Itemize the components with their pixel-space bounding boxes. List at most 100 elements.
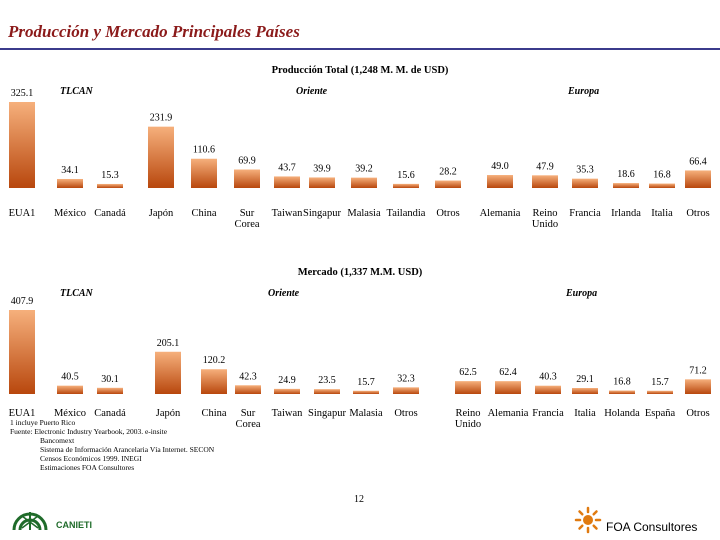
chart-2-bar: [235, 385, 261, 394]
chart-1-bar: [685, 170, 711, 188]
chart-2-title: Mercado (1,337 M.M. USD): [297, 267, 423, 278]
footnote-line: Estimaciones FOA Consultores: [40, 463, 135, 472]
chart-1-category-label: China: [191, 208, 216, 219]
chart-1-bar: [435, 180, 461, 188]
chart-1-region-europa: Europa: [568, 86, 600, 97]
chart-2-value-label: 29.1: [576, 374, 594, 385]
footnote-line: Fuente: Electronic Industry Yearbook, 20…: [10, 427, 168, 436]
chart-1-category-label: Tailandia: [387, 208, 426, 219]
chart-1-category-label: Irlanda: [611, 208, 641, 219]
chart-2-category-label: Francia: [532, 408, 564, 419]
chart-2-category-label: Canadá: [94, 408, 126, 419]
chart-2-bar: [455, 381, 481, 394]
chart-2-bar: [155, 351, 181, 394]
chart-2-category-label: EUA1: [9, 408, 36, 419]
chart-1-bar: [649, 183, 675, 188]
chart-2-category-label: China: [201, 408, 226, 419]
chart-1-category-label: Francia: [569, 208, 601, 219]
chart-1-bar: [234, 169, 260, 188]
chart-2-category-label: México: [54, 408, 86, 419]
chart-2-bar: [201, 369, 227, 394]
chart-1-bar: [572, 178, 598, 188]
chart-1-bar: [309, 177, 335, 188]
chart-2-region-tlcan: TLCAN: [60, 288, 93, 299]
chart-2-category-label: Malasia: [349, 408, 383, 419]
chart-1-value-label: 49.0: [491, 161, 509, 172]
chart-2-bar: [647, 390, 673, 394]
chart-1-bar: [97, 183, 123, 188]
footnote-line: 1 incluye Puerto Rico: [10, 418, 76, 427]
chart-1-value-label: 18.6: [617, 169, 635, 180]
chart-1-bar: [191, 158, 217, 188]
chart-1-value-label: 28.2: [439, 167, 457, 178]
chart-1-bar: [148, 126, 174, 188]
chart-2-category-label: Singapur: [308, 408, 346, 419]
title-divider: [0, 48, 720, 50]
chart-2-value-label: 15.7: [357, 377, 375, 388]
chart-2-bar: [609, 390, 635, 394]
footnote-line: Bancomext: [40, 436, 75, 445]
chart-1-bar: [393, 183, 419, 188]
chart-2-category-label: Reino Unido: [455, 408, 481, 430]
chart-2-bar: [495, 381, 521, 394]
chart-1-value-label: 43.7: [278, 162, 296, 173]
chart-2-bar: [572, 388, 598, 394]
chart-2-value-label: 23.5: [318, 375, 336, 386]
chart-1-value-label: 35.3: [576, 165, 594, 176]
chart-1-value-label: 15.3: [101, 170, 119, 181]
chart-1-value-label: 15.6: [397, 170, 415, 181]
chart-2-value-label: 40.3: [539, 372, 557, 383]
chart-1-category-label: México: [54, 208, 86, 219]
canieti-logo-icon: [12, 512, 48, 531]
foa-logo-text: FOA Consultores: [606, 520, 698, 534]
canieti-logo-text: CANIETI: [56, 520, 92, 530]
chart-1-category-label: Otros: [686, 208, 709, 219]
chart-1-category-label: Italia: [651, 208, 673, 219]
chart-1-value-label: 325.1: [11, 88, 34, 99]
chart-2-region-europa: Europa: [566, 288, 598, 299]
chart-2-value-label: 32.3: [397, 373, 415, 384]
chart-2-category-label: Otros: [686, 408, 709, 419]
chart-1-category-label: Otros: [436, 208, 459, 219]
chart-2-value-label: 407.9: [11, 296, 34, 307]
chart-2-value-label: 16.8: [613, 377, 631, 388]
chart-2-value-label: 40.5: [61, 372, 79, 383]
chart-2-category-label: Otros: [394, 408, 417, 419]
chart-2-bar: [57, 385, 83, 394]
chart-2-bar: [97, 387, 123, 394]
chart-1-category-label: Malasia: [347, 208, 381, 219]
chart-2-category-label: Taiwan: [272, 408, 304, 419]
chart-2-category-label: España: [645, 408, 676, 419]
chart-2-value-label: 205.1: [157, 338, 180, 349]
chart-1-value-label: 231.9: [150, 113, 173, 124]
chart-2-value-label: 24.9: [278, 375, 296, 386]
chart-1-category-label: Alemania: [480, 208, 521, 219]
footnote-line: Censos Económicos 1999. INEGI: [40, 454, 142, 463]
page-number: 12: [354, 494, 364, 505]
chart-1-category-label: Sur Corea: [234, 208, 259, 230]
chart-2-bar: [274, 388, 300, 394]
chart-1-region-tlcan: TLCAN: [60, 86, 93, 97]
chart-1-bar: [613, 183, 639, 188]
chart-2-category-label: Italia: [574, 408, 596, 419]
chart-1-category-label: Canadá: [94, 208, 126, 219]
chart-1-category-label: Taiwan: [272, 208, 304, 219]
chart-2-value-label: 30.1: [101, 374, 119, 385]
page-title: Producción y Mercado Principales Países: [8, 22, 300, 41]
chart-1-bar: [9, 102, 35, 188]
footnotes: 1 incluye Puerto Rico Fuente: Electronic …: [10, 418, 214, 472]
chart-1-value-label: 66.4: [689, 156, 707, 167]
chart-2-bar: [353, 390, 379, 394]
chart-2-value-label: 42.3: [239, 371, 257, 382]
chart-1-value-label: 16.8: [653, 170, 671, 181]
chart-1-category-label: Japón: [149, 208, 174, 219]
chart-1-title: Producción Total (1,248 M. M. de USD): [271, 65, 449, 76]
chart-1-category-label: EUA1: [9, 208, 36, 219]
chart-1-value-label: 34.1: [61, 165, 79, 176]
chart-1-bar: [487, 175, 513, 188]
chart-1-value-label: 39.2: [355, 164, 373, 175]
footnote-line: Sistema de Información Arancelaria Vía I…: [40, 445, 215, 454]
chart-1-region-oriente: Oriente: [296, 86, 328, 97]
